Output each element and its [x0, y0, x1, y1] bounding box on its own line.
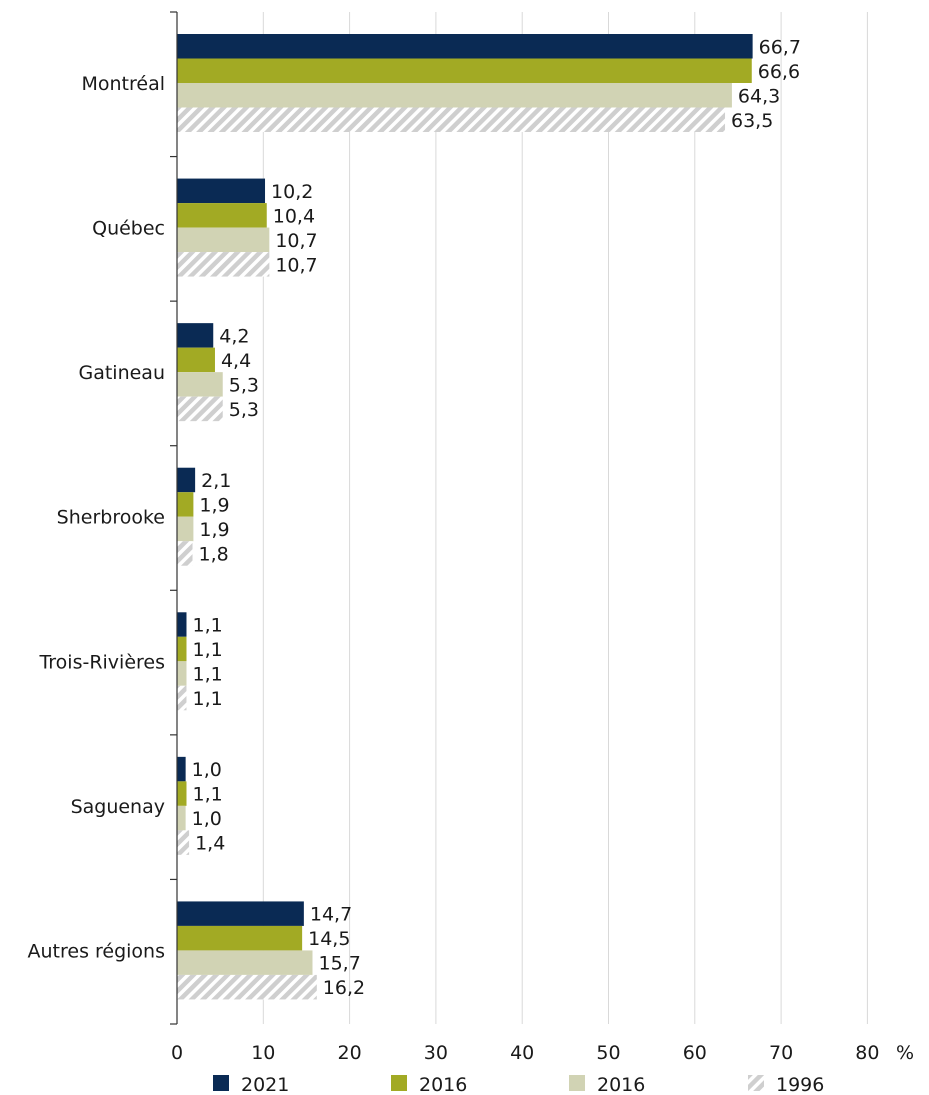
legend-swatch — [748, 1075, 764, 1091]
bar — [177, 227, 270, 253]
value-labels: 66,710,24,22,11,11,014,766,610,44,41,91,… — [192, 36, 801, 999]
bar — [177, 636, 187, 662]
bar — [177, 805, 186, 831]
category-label: Saguenay — [71, 796, 165, 818]
bar-value-label: 1,0 — [192, 808, 222, 830]
bar — [177, 541, 193, 566]
bar — [177, 974, 317, 1000]
legend-swatch — [391, 1075, 407, 1091]
bar — [177, 901, 304, 926]
legend-label: 2016 — [419, 1074, 467, 1095]
bar — [177, 781, 187, 806]
bar-value-label: 1,1 — [192, 639, 222, 661]
bar — [177, 612, 187, 637]
bar-value-label: 64,3 — [738, 85, 780, 107]
category-label: Gatineau — [78, 362, 165, 384]
bar — [177, 756, 186, 782]
bar-value-label: 14,5 — [308, 928, 350, 950]
bar-value-label: 1,9 — [199, 494, 229, 516]
x-tick-label: 80 — [855, 1042, 879, 1064]
bar-value-label: 1,0 — [192, 759, 222, 781]
bar — [177, 950, 313, 975]
bar-value-label: 1,9 — [199, 519, 229, 541]
bar-value-label: 10,7 — [275, 254, 317, 276]
bar-value-label: 66,6 — [758, 61, 800, 83]
grid-lines — [262, 12, 868, 1024]
bar-value-label: 1,4 — [195, 833, 225, 855]
bar — [177, 107, 726, 132]
x-tick-label: 60 — [683, 1042, 707, 1064]
bar — [177, 396, 223, 422]
axes: 0 10 20 30 40 50 60 70 80 % Montréal Québec Gatineau… — [28, 11, 914, 1064]
legend-label: 2016 — [597, 1074, 645, 1095]
legend-label: 1996 — [776, 1074, 824, 1095]
bar-value-label: 10,7 — [275, 230, 317, 252]
x-tick-label: 0 — [171, 1042, 183, 1064]
bar-value-label: 1,1 — [192, 784, 222, 806]
bar-value-label: 66,7 — [759, 36, 801, 58]
x-tick-label: 10 — [251, 1042, 275, 1064]
bar — [177, 323, 214, 348]
category-label: Sherbrooke — [57, 507, 165, 529]
bar — [177, 347, 215, 373]
x-tick-label: 30 — [424, 1042, 448, 1064]
bar — [177, 58, 752, 83]
bar — [177, 661, 187, 686]
bar-value-label: 1,1 — [192, 664, 222, 686]
bar-value-label: 10,4 — [273, 205, 315, 227]
bar-value-label: 15,7 — [318, 953, 360, 975]
bar — [177, 492, 194, 517]
bar — [177, 925, 303, 951]
bar — [177, 467, 196, 493]
x-tick-label: 70 — [769, 1042, 793, 1064]
x-tick-label: 40 — [510, 1042, 534, 1064]
bars — [177, 34, 753, 1000]
category-label: Trois-Rivières — [38, 651, 165, 673]
bar-value-label: 14,7 — [310, 904, 352, 926]
x-tick-label: 50 — [596, 1042, 620, 1064]
bar — [177, 685, 187, 711]
x-unit-label: % — [896, 1042, 914, 1064]
bar-value-label: 63,5 — [731, 110, 773, 132]
legend-swatch — [213, 1075, 229, 1091]
bar-value-label: 4,4 — [221, 350, 251, 372]
category-label: Montréal — [81, 73, 165, 95]
bar — [177, 203, 267, 228]
bar — [177, 372, 223, 397]
bar-value-label: 16,2 — [323, 977, 365, 999]
legend: 2021 2016 2016 1996 — [213, 1074, 824, 1095]
bar — [177, 34, 753, 59]
bar-value-label: 5,3 — [229, 399, 259, 421]
bar-value-label: 2,1 — [201, 470, 231, 492]
bar-value-label: 4,2 — [219, 325, 249, 347]
bar — [177, 83, 732, 108]
bar — [177, 516, 194, 542]
bar-value-label: 1,1 — [192, 615, 222, 637]
x-tick-label: 20 — [338, 1042, 362, 1064]
bar-value-label: 5,3 — [229, 374, 259, 396]
bar — [177, 252, 270, 277]
bar — [177, 830, 190, 855]
legend-label: 2021 — [241, 1074, 289, 1095]
bar-value-label: 1,1 — [192, 688, 222, 710]
category-label: Autres régions — [28, 940, 166, 962]
bar-value-label: 1,8 — [199, 543, 229, 565]
legend-swatch — [569, 1075, 585, 1091]
bar-value-label: 10,2 — [271, 181, 313, 203]
bar — [177, 178, 266, 204]
category-label: Québec — [92, 218, 165, 240]
